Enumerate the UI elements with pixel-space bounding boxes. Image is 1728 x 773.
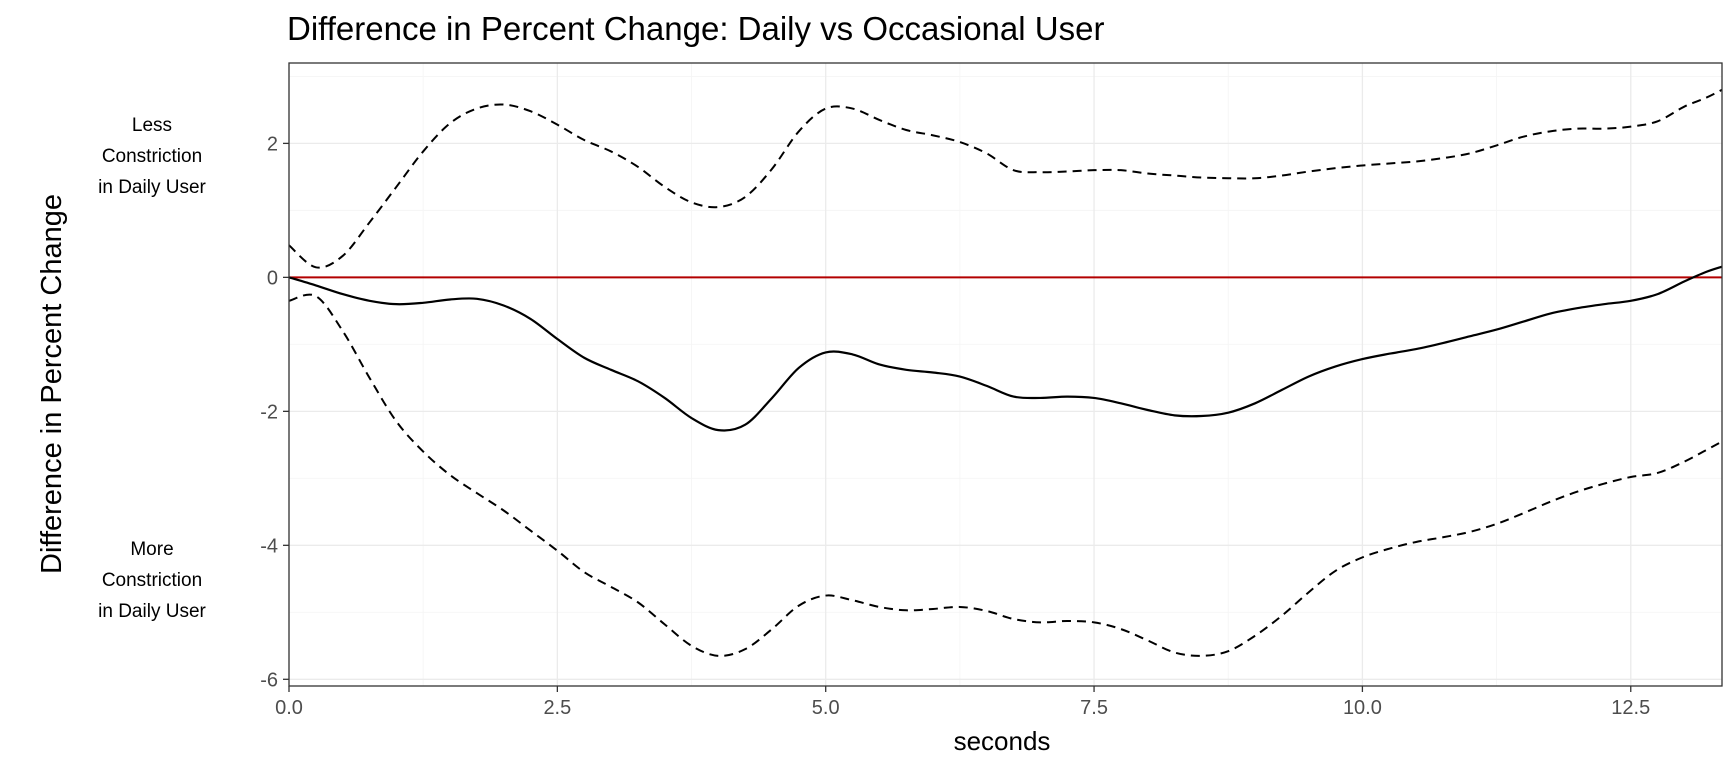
x-tick-label: 0.0 <box>275 697 303 719</box>
annotation-lower-line-2: Constriction <box>102 570 202 591</box>
x-axis-title: seconds <box>954 726 1051 756</box>
series-line-estimate <box>288 265 1723 432</box>
y-tick-label: 0 <box>267 267 278 289</box>
chart-title: Difference in Percent Change: Daily vs O… <box>287 10 1104 47</box>
y-axis-title: Difference in Percent Change <box>36 194 68 574</box>
series-group <box>288 88 1723 657</box>
x-tick-label: 12.5 <box>1611 697 1650 719</box>
annotation-more-constriction: More Constriction in Daily User <box>98 539 206 622</box>
series-line-lower-band <box>288 293 1723 657</box>
y-tick-label: -6 <box>260 669 278 691</box>
annotation-upper-line-3: in Daily User <box>98 177 206 198</box>
grid <box>288 63 1722 686</box>
annotation-upper-line-2: Constriction <box>102 146 202 167</box>
y-tick-label: -4 <box>260 535 278 557</box>
series-line-upper-band <box>288 88 1723 269</box>
annotation-less-constriction: Less Constriction in Daily User <box>98 115 206 198</box>
x-tick-label: 2.5 <box>543 697 571 719</box>
x-tick-label: 10.0 <box>1343 697 1382 719</box>
x-tick-label: 5.0 <box>812 697 840 719</box>
x-tick-label: 7.5 <box>1080 697 1108 719</box>
axes: 0.0 2.5 5.0 7.5 10.0 12.5 -6 -4 -2 0 2 <box>260 133 1650 719</box>
annotation-upper-line-1: Less <box>132 115 172 136</box>
plot-panel-border <box>288 62 1723 687</box>
y-tick-label: 2 <box>267 133 278 155</box>
annotation-lower-line-1: More <box>130 539 173 560</box>
annotation-lower-line-3: in Daily User <box>98 601 206 622</box>
y-tick-label: -2 <box>260 401 278 423</box>
